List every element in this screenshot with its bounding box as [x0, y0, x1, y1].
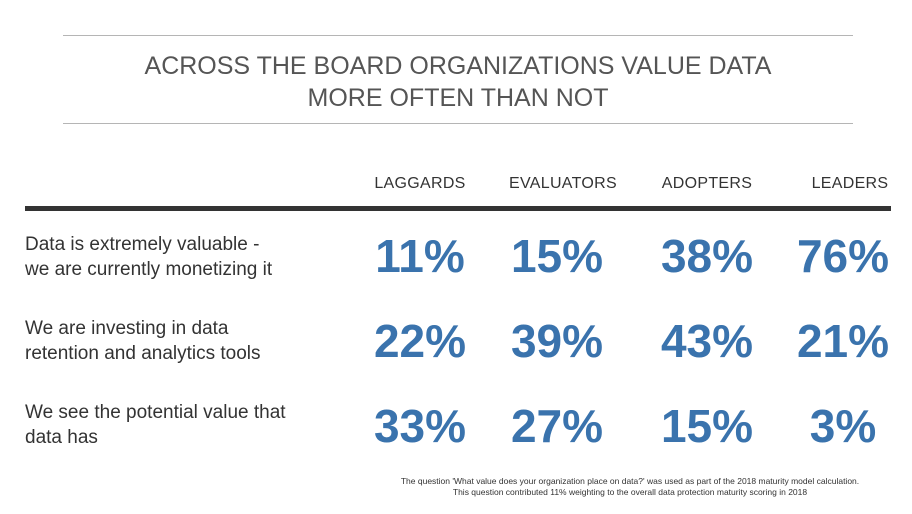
row-label-line: data has: [25, 427, 98, 448]
value-row2-leaders: 21%: [796, 315, 890, 367]
row-label-line: We see the potential value that: [25, 402, 286, 423]
row-label-investing: We are investing in data retention and a…: [25, 316, 345, 366]
column-header-adopters: ADOPTERS: [661, 175, 753, 192]
row-label-line: Data is extremely valuable -: [25, 234, 260, 255]
value-row1-adopters: 38%: [660, 230, 754, 282]
column-header-laggards: LAGGARDS: [374, 175, 466, 192]
value-row3-adopters: 15%: [660, 400, 754, 452]
top-rule: [63, 35, 853, 36]
value-row2-evaluators: 39%: [510, 315, 604, 367]
footnote-line: The question 'What value does your organ…: [400, 476, 860, 486]
value-row3-evaluators: 27%: [510, 400, 604, 452]
footnote-line: This question contributed 11% weighting …: [452, 487, 808, 497]
row-label-monetizing: Data is extremely valuable - we are curr…: [25, 232, 345, 282]
value-row2-laggards: 22%: [373, 315, 467, 367]
chart-title: ACROSS THE BOARD ORGANIZATIONS VALUE DAT…: [63, 50, 853, 114]
value-row3-leaders: 3%: [809, 400, 877, 452]
header-divider: [25, 206, 891, 211]
row-label-line: We are investing in data: [25, 318, 229, 339]
column-header-leaders: LEADERS: [811, 175, 889, 192]
column-header-evaluators: EVALUATORS: [509, 175, 617, 192]
value-row2-adopters: 43%: [660, 315, 754, 367]
value-row1-leaders: 76%: [796, 230, 890, 282]
value-row3-laggards: 33%: [373, 400, 467, 452]
footnote: The question 'What value does your organ…: [330, 476, 912, 498]
row-label-potential: We see the potential value that data has: [25, 400, 345, 450]
title-bottom-rule: [63, 123, 853, 124]
value-row1-laggards: 11%: [375, 230, 465, 282]
row-label-line: we are currently monetizing it: [25, 259, 273, 280]
value-row1-evaluators: 15%: [510, 230, 604, 282]
row-label-line: retention and analytics tools: [25, 343, 261, 364]
title-line-1: ACROSS THE BOARD ORGANIZATIONS VALUE DAT…: [144, 52, 772, 80]
title-line-2: MORE OFTEN THAN NOT: [307, 84, 609, 112]
